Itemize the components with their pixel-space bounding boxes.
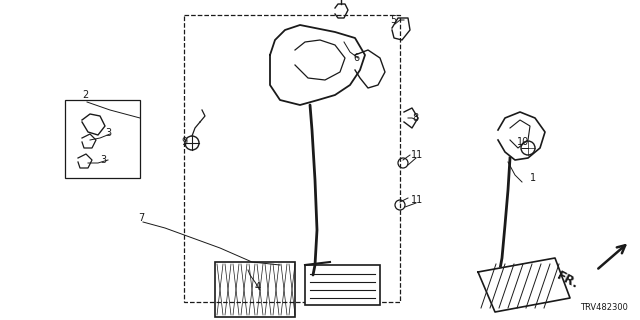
Text: 3: 3 xyxy=(105,128,111,138)
Text: 11: 11 xyxy=(411,195,423,205)
Text: 2: 2 xyxy=(82,90,88,100)
Text: 6: 6 xyxy=(353,53,359,63)
Text: 8: 8 xyxy=(412,113,418,123)
Bar xyxy=(305,265,380,305)
Text: 1: 1 xyxy=(530,173,536,183)
Text: 7: 7 xyxy=(138,213,144,223)
Text: 4: 4 xyxy=(255,282,261,292)
Text: 10: 10 xyxy=(517,137,529,147)
Bar xyxy=(215,262,295,317)
Text: 9: 9 xyxy=(181,137,187,147)
Polygon shape xyxy=(478,258,570,312)
Bar xyxy=(65,100,140,178)
Text: TRV482300: TRV482300 xyxy=(580,303,628,312)
Text: 3: 3 xyxy=(100,155,106,165)
Text: 5: 5 xyxy=(390,15,396,25)
Text: 11: 11 xyxy=(411,150,423,160)
Bar xyxy=(184,15,400,302)
